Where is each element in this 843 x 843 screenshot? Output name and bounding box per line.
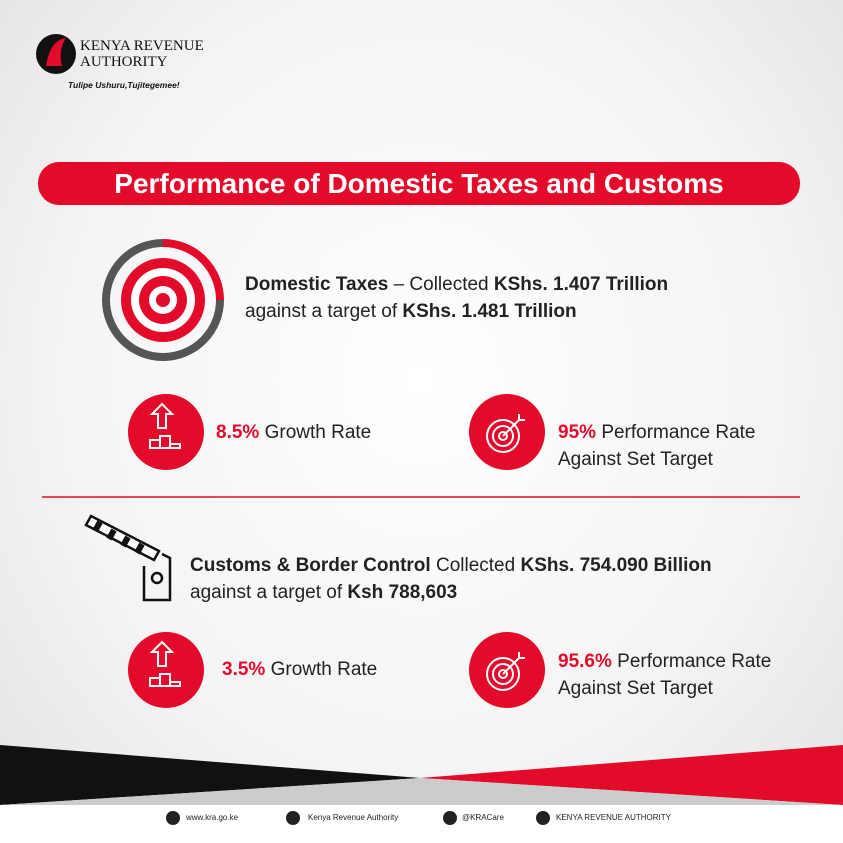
value: 95% <box>558 422 597 443</box>
tagline: Tulipe Ushuru,Tujitegemee! <box>68 80 180 90</box>
footer-icons <box>166 811 550 825</box>
stat-icons <box>149 402 525 691</box>
text: Performance Rate <box>601 422 756 443</box>
amount: KShs. 754.090 Billion <box>520 555 712 576</box>
text: Against Set Target <box>558 449 713 470</box>
stat: 8.5% Growth Rate <box>216 419 371 446</box>
domestic-text: Domestic Taxes – Collected KShs. 1.407 T… <box>245 271 668 325</box>
label: Customs & Border Control <box>190 555 431 576</box>
footer-link[interactable]: www.kra.go.ke <box>186 813 239 822</box>
target-icon <box>102 239 224 361</box>
amount: Ksh 788,603 <box>347 582 458 603</box>
text: against a target of <box>190 582 343 603</box>
text: Growth Rate <box>270 659 378 680</box>
stat: 95% Performance Rate Against Set Target <box>558 419 756 473</box>
footer-link[interactable]: KENYA REVENUE AUTHORITY <box>556 813 671 822</box>
text: against a target of <box>245 301 398 322</box>
band-black <box>0 745 420 805</box>
label: Domestic Taxes <box>245 274 389 295</box>
band-gray <box>0 778 843 805</box>
logo-line: KENYA REVENUE <box>80 38 204 54</box>
logo-line: AUTHORITY <box>80 54 168 70</box>
stat: 95.6% Performance Rate Against Set Target <box>558 648 771 702</box>
footer-bg <box>0 805 843 843</box>
logo-text: KENYA REVENUE AUTHORITY <box>80 38 204 70</box>
amount: KShs. 1.407 Trillion <box>493 274 669 295</box>
band-red <box>420 745 843 805</box>
title: Performance of Domestic Taxes and Custom… <box>114 168 724 199</box>
text: Collected <box>435 555 516 576</box>
text: Performance Rate <box>617 651 772 672</box>
title-banner <box>38 162 800 205</box>
value: 3.5% <box>222 659 266 680</box>
customs-text: Customs & Border Control Collected KShs.… <box>190 552 712 606</box>
amount: KShs. 1.481 Trillion <box>402 301 577 322</box>
text: Against Set Target <box>558 678 713 699</box>
logo-mark-red <box>46 38 66 66</box>
footer-link[interactable]: @KRACare <box>462 813 504 822</box>
text: Growth Rate <box>264 422 372 443</box>
barrier-icon <box>84 514 172 602</box>
value: 8.5% <box>216 422 260 443</box>
value: 95.6% <box>558 651 612 672</box>
stat: 3.5% Growth Rate <box>222 656 377 683</box>
text: – Collected <box>393 274 489 295</box>
footer-link[interactable]: Kenya Revenue Authority <box>308 813 399 822</box>
